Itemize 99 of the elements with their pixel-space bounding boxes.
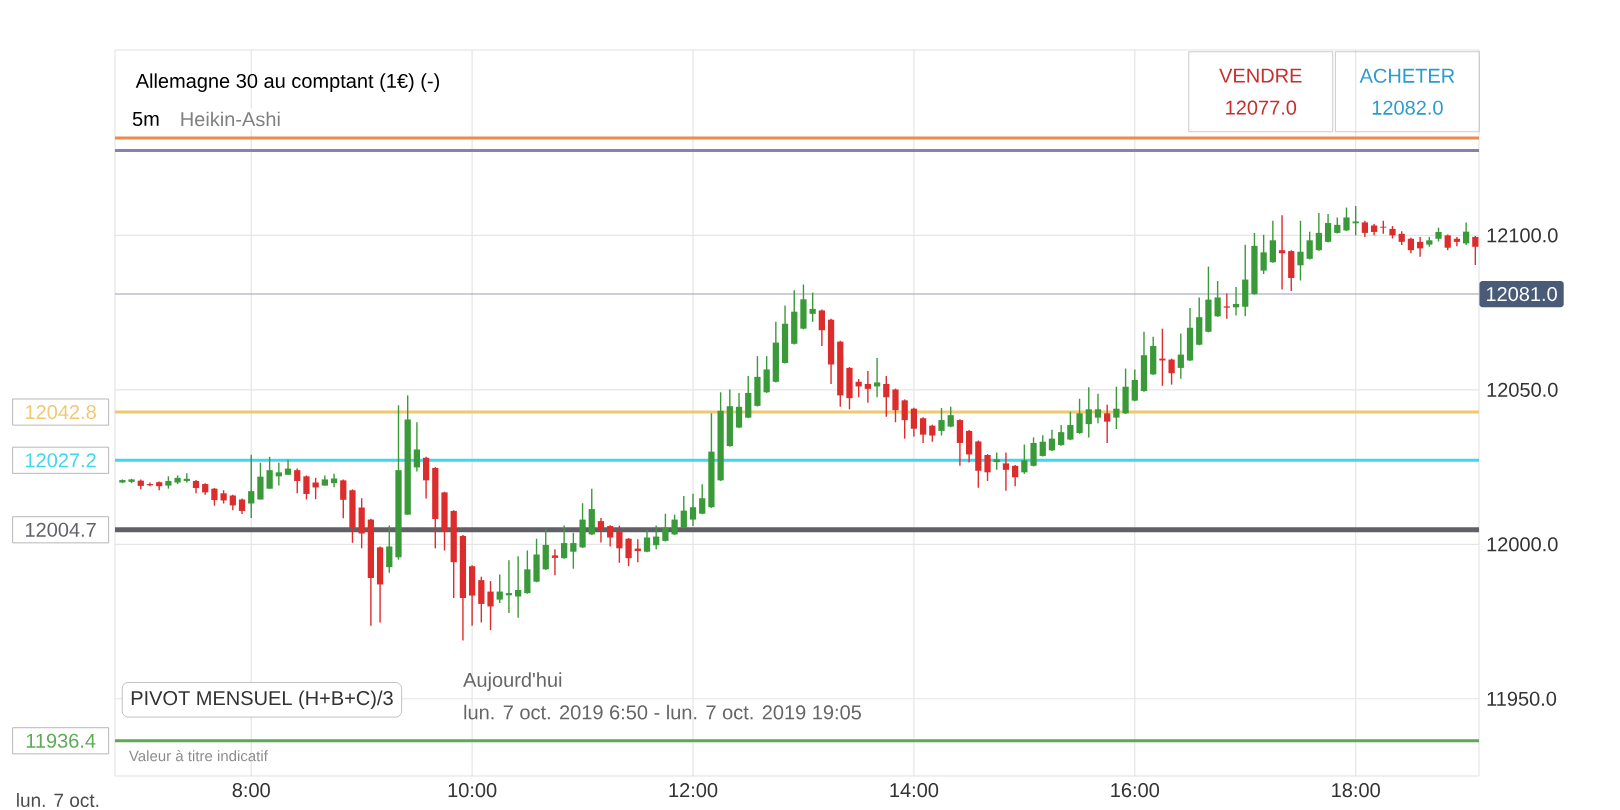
candlestick xyxy=(699,483,706,516)
candlestick xyxy=(1021,443,1028,475)
ref-line-label: 11936.4 xyxy=(26,733,96,748)
candlestick xyxy=(910,407,918,438)
candlestick xyxy=(1012,464,1019,487)
candlestick xyxy=(1168,357,1175,386)
candlestick xyxy=(1324,213,1332,244)
candlestick xyxy=(607,524,614,548)
candlestick xyxy=(864,370,872,404)
candlestick xyxy=(570,532,577,570)
candlestick xyxy=(625,537,632,567)
candlestick xyxy=(1223,292,1230,320)
x-tick-label: 14:00 xyxy=(890,783,939,798)
candlestick xyxy=(248,454,255,519)
candlestick xyxy=(496,573,503,604)
candlestick xyxy=(919,416,927,444)
candlestick xyxy=(662,513,669,543)
candlestick xyxy=(901,398,908,440)
ref-line-label: 12042.8 xyxy=(26,405,96,420)
candlestick xyxy=(1058,424,1065,447)
candlestick xyxy=(1104,403,1111,444)
candlestick xyxy=(340,478,347,520)
candlestick xyxy=(1297,220,1304,282)
annotation: Aujourd'hui xyxy=(463,672,562,691)
candlestick xyxy=(1214,280,1221,318)
y-tick-label: 11950.0 xyxy=(1487,691,1557,706)
annotation: Heikin-Ashi xyxy=(181,111,280,127)
candlestick xyxy=(1472,235,1479,266)
candlestick xyxy=(1094,393,1102,424)
candlestick xyxy=(1315,212,1322,252)
candlestick xyxy=(1067,411,1074,441)
x-tick-label: 12:00 xyxy=(669,783,718,798)
candlestick xyxy=(551,548,559,576)
candlestick xyxy=(680,495,687,530)
candlestick xyxy=(1076,398,1083,435)
candlestick xyxy=(892,387,899,423)
candlestick xyxy=(1306,230,1313,261)
candlestick xyxy=(671,513,678,536)
candlestick xyxy=(965,429,973,464)
annotation: VENDRE xyxy=(1219,68,1302,83)
text: lun. 7 oct. xyxy=(17,793,99,808)
candlestick xyxy=(386,524,393,574)
candlestick xyxy=(873,357,881,398)
annotation: PIVOT MENSUEL (H+B+C)/3 xyxy=(131,690,393,710)
candlestick xyxy=(1352,205,1359,237)
candlestick xyxy=(1453,236,1461,247)
candlestick xyxy=(809,291,816,323)
candlestick xyxy=(303,474,310,501)
x-tick-label: 18:00 xyxy=(1332,783,1380,798)
candlestick xyxy=(1113,386,1120,430)
candlestick xyxy=(818,308,825,347)
annotation: ACHETER xyxy=(1359,68,1455,83)
x-tick-label: 8:00 xyxy=(232,783,270,798)
candlestick xyxy=(735,392,743,429)
candlestick xyxy=(984,453,991,482)
candlestick xyxy=(1343,206,1350,232)
candlestick xyxy=(1048,428,1056,452)
candlestick xyxy=(1002,451,1010,492)
x-tick-label: 10:00 xyxy=(448,783,497,798)
candlestick xyxy=(956,418,964,467)
candlestick xyxy=(597,517,605,544)
candlestick xyxy=(524,549,531,595)
candlestick xyxy=(275,462,282,487)
annotation: 5m xyxy=(132,111,159,126)
x-tick-label: 16:00 xyxy=(1111,783,1160,798)
candlestick xyxy=(763,355,770,394)
candlestick xyxy=(478,576,485,624)
candlestick xyxy=(422,456,430,500)
candlestick xyxy=(294,467,301,495)
ref-line-label: 12081.0 xyxy=(1486,286,1557,302)
y-tick-label: 12000.0 xyxy=(1487,537,1558,552)
candlestick xyxy=(257,462,264,501)
candlestick xyxy=(883,375,890,418)
annotation: lun. 7 oct. 2019 6:50 - lun. 7 oct. 2019 19:05 xyxy=(464,704,861,720)
candlestick xyxy=(1269,220,1276,264)
annotation: Valeur à titre indicatif xyxy=(128,750,268,762)
candlestick xyxy=(487,580,494,631)
candlestick xyxy=(515,555,522,619)
candlestick xyxy=(1177,332,1184,380)
candlestick xyxy=(561,524,568,560)
candlestick xyxy=(938,407,945,437)
candlestick xyxy=(689,492,697,527)
candlestick xyxy=(1085,386,1092,439)
y-tick-label: 12050.0 xyxy=(1487,382,1558,397)
ref-line-label: 12004.7 xyxy=(26,522,96,537)
candlestick xyxy=(1278,214,1286,291)
ref-line-label: 12027.2 xyxy=(26,453,96,468)
candlestick xyxy=(1463,221,1470,246)
candlestick xyxy=(1131,368,1138,402)
y-tick-label: 12100.0 xyxy=(1487,228,1558,243)
candlestick xyxy=(1030,436,1037,468)
annotation: 12082.0 xyxy=(1372,100,1443,115)
candlestick xyxy=(266,456,273,490)
text: Allemagne 30 au comptant (1€) (-) xyxy=(135,73,440,92)
candlestick xyxy=(413,421,421,473)
candlestick xyxy=(1039,434,1046,458)
candlestick xyxy=(616,525,623,564)
annotation: 12077.0 xyxy=(1226,100,1297,115)
candlestick xyxy=(1260,234,1267,275)
